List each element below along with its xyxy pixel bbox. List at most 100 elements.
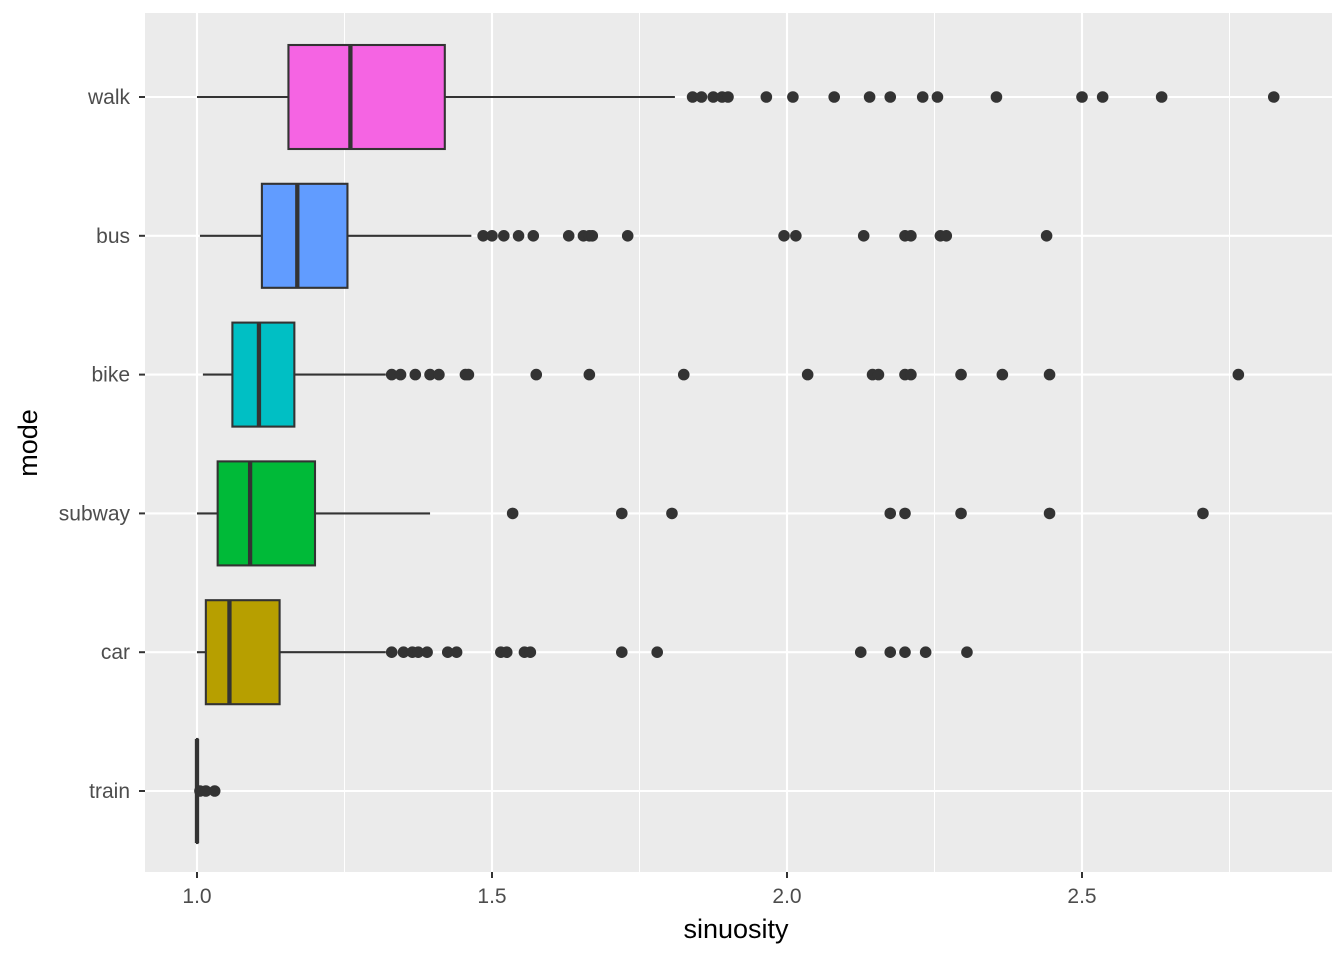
outlier-point bbox=[707, 91, 720, 103]
iqr-box bbox=[216, 460, 317, 567]
outlier-point bbox=[801, 368, 814, 381]
outlier-point bbox=[651, 646, 663, 658]
outlier-point bbox=[1076, 91, 1088, 103]
outlier-point bbox=[955, 507, 967, 520]
outlier-point bbox=[498, 230, 510, 242]
outlier-point bbox=[397, 646, 410, 658]
outlier-point bbox=[778, 230, 790, 242]
outlier-point bbox=[530, 368, 543, 381]
outlier-point bbox=[385, 646, 398, 658]
y-tick-label: subway bbox=[59, 502, 131, 525]
outlier-point bbox=[1232, 368, 1245, 381]
outlier-point bbox=[512, 230, 525, 242]
y-axis-title: mode bbox=[13, 409, 43, 477]
outlier-point bbox=[1040, 230, 1053, 242]
outlier-point bbox=[500, 646, 513, 658]
x-tick-label: 2.5 bbox=[1067, 885, 1096, 908]
outlier-point bbox=[695, 91, 708, 103]
outlier-point bbox=[872, 368, 885, 381]
box-walk bbox=[197, 43, 1280, 151]
box-car bbox=[197, 599, 973, 706]
outlier-point bbox=[1197, 507, 1209, 520]
y-axis: walk bus bike subway car train bbox=[59, 86, 145, 803]
outlier-point bbox=[616, 646, 628, 658]
outlier-point bbox=[790, 230, 802, 242]
outlier-point bbox=[424, 368, 436, 381]
iqr-box bbox=[260, 182, 349, 289]
x-axis: 1.0 1.5 2.0 2.5 bbox=[182, 872, 1097, 908]
outlier-point bbox=[961, 646, 973, 658]
outlier-point bbox=[857, 230, 870, 242]
box-subway bbox=[197, 460, 1209, 567]
outlier-point bbox=[884, 91, 897, 103]
outlier-point bbox=[677, 368, 690, 381]
outlier-point bbox=[486, 230, 498, 242]
outlier-point bbox=[586, 230, 599, 242]
outlier-point bbox=[200, 785, 212, 797]
plot-panel bbox=[145, 13, 1332, 872]
y-tick-label: bus bbox=[96, 225, 130, 248]
boxes-layer bbox=[194, 43, 1280, 845]
outlier-point bbox=[524, 646, 537, 658]
x-axis-title: sinuosity bbox=[683, 914, 789, 944]
y-tick-label: bike bbox=[91, 364, 130, 387]
outlier-point bbox=[1096, 91, 1109, 103]
outlier-point bbox=[686, 91, 699, 103]
box-train bbox=[194, 737, 221, 845]
outlier-point bbox=[863, 91, 876, 103]
y-tick-label: train bbox=[89, 780, 130, 803]
iqr-box bbox=[204, 599, 281, 706]
outlier-point bbox=[394, 368, 407, 381]
outlier-point bbox=[919, 646, 932, 658]
outlier-point bbox=[409, 368, 422, 381]
outlier-point bbox=[527, 230, 540, 242]
outlier-point bbox=[562, 230, 575, 242]
outlier-point bbox=[616, 507, 628, 520]
outlier-point bbox=[884, 507, 897, 520]
outlier-point bbox=[506, 507, 519, 520]
outlier-point bbox=[828, 91, 840, 103]
outlier-point bbox=[899, 646, 911, 658]
outlier-point bbox=[905, 230, 917, 242]
outlier-point bbox=[441, 646, 454, 658]
x-tick-label: 2.0 bbox=[772, 885, 801, 908]
outlier-point bbox=[940, 230, 953, 242]
outlier-point bbox=[450, 646, 463, 658]
outlier-point bbox=[905, 368, 917, 381]
outlier-point bbox=[208, 785, 221, 797]
outlier-point bbox=[996, 368, 1009, 381]
box-bike bbox=[202, 321, 1245, 428]
outlier-point bbox=[1155, 91, 1168, 103]
outlier-point bbox=[1043, 507, 1056, 520]
outlier-point bbox=[955, 368, 967, 381]
outlier-point bbox=[421, 646, 433, 658]
outlier-point bbox=[412, 646, 425, 658]
outlier-point bbox=[621, 230, 634, 242]
outlier-point bbox=[462, 368, 475, 381]
outlier-point bbox=[884, 646, 897, 658]
outlier-point bbox=[899, 507, 911, 520]
outlier-point bbox=[931, 91, 944, 103]
outlier-point bbox=[990, 91, 1003, 103]
box-bus bbox=[199, 182, 1053, 289]
y-tick-label: car bbox=[101, 641, 130, 664]
outlier-point bbox=[760, 91, 773, 103]
minor-gridlines bbox=[344, 13, 1230, 872]
outlier-point bbox=[1267, 91, 1280, 103]
x-tick-label: 1.0 bbox=[182, 885, 211, 908]
outlier-point bbox=[583, 368, 596, 381]
outlier-point bbox=[722, 91, 734, 103]
outlier-point bbox=[854, 646, 867, 658]
x-tick-label: 1.5 bbox=[477, 885, 506, 908]
outlier-point bbox=[433, 368, 445, 381]
iqr-box bbox=[231, 321, 296, 428]
outlier-point bbox=[1043, 368, 1056, 381]
outlier-point bbox=[787, 91, 799, 103]
outlier-point bbox=[477, 230, 489, 242]
outlier-point bbox=[385, 368, 398, 381]
y-tick-label: walk bbox=[87, 86, 131, 109]
iqr-box bbox=[287, 43, 446, 151]
outlier-point bbox=[916, 91, 929, 103]
